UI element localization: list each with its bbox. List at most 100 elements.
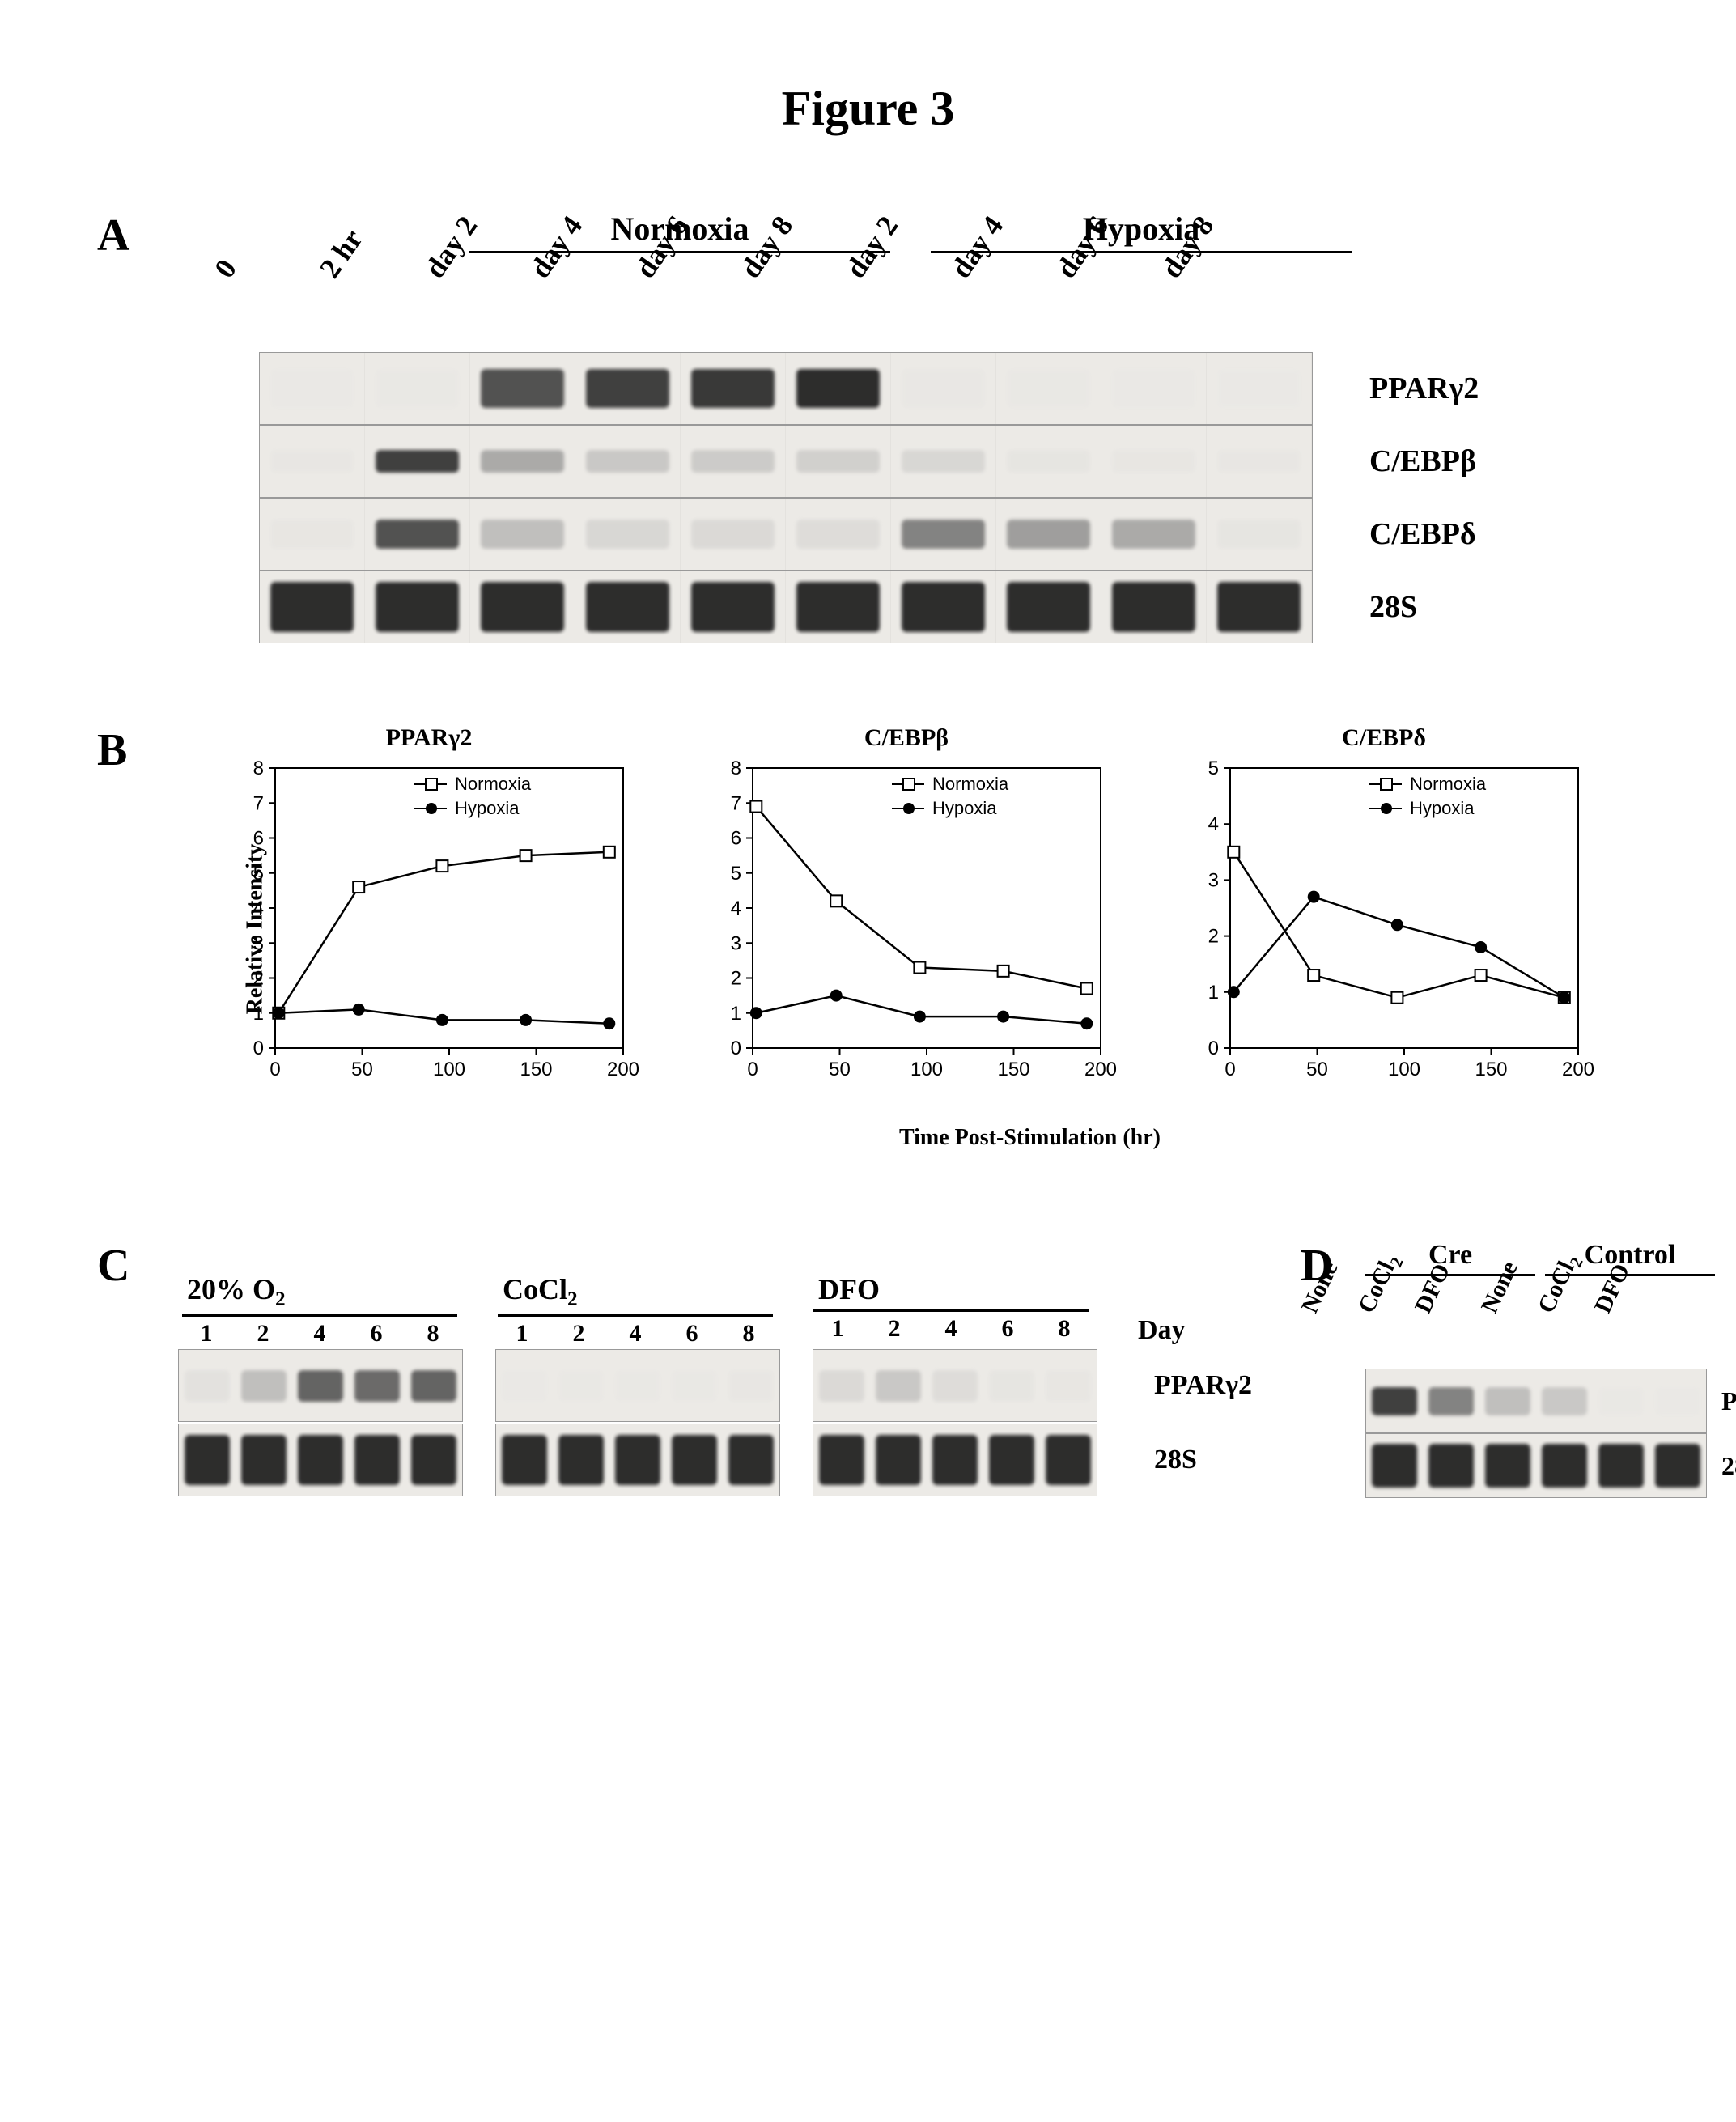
y-tick-label: 0	[253, 1038, 264, 1059]
marker-hypoxia	[1308, 891, 1319, 902]
blot-lane	[470, 571, 575, 643]
blot-lane	[1423, 1369, 1479, 1432]
x-tick-label: 0	[747, 1059, 758, 1080]
svg-text:Normoxia: Normoxia	[1410, 774, 1487, 794]
blot-lane	[1536, 1369, 1593, 1432]
panel-c-blot-strip	[813, 1349, 1097, 1422]
y-tick-label: 5	[731, 863, 741, 885]
panel-a-row-label: PPARγ2	[1369, 371, 1479, 406]
blot-lane	[405, 1350, 462, 1421]
panel-a-letter: A	[97, 210, 129, 261]
panel-c-day-label: 8	[405, 1320, 461, 1347]
blot-lane	[927, 1350, 983, 1421]
y-tick-label: 6	[731, 828, 741, 850]
blot-lane	[1649, 1369, 1706, 1432]
panel-b-ylabel: Relative Intensity	[242, 843, 268, 1014]
blot-lane	[236, 1350, 292, 1421]
panel-c-day-label: 6	[979, 1315, 1036, 1343]
panel-a-blot-strip	[259, 352, 1313, 425]
blot-lane	[1593, 1369, 1649, 1432]
blot-lane	[891, 426, 996, 497]
blot-lane	[365, 571, 470, 643]
blot-lane	[1366, 1369, 1423, 1432]
blot-lane	[575, 499, 681, 570]
blot-lane	[891, 571, 996, 643]
y-tick-label: 7	[731, 792, 741, 814]
blot-lane	[786, 426, 891, 497]
y-tick-label: 4	[1208, 813, 1219, 835]
panel-c-blot-strip	[178, 1424, 463, 1496]
blot-lane	[1101, 353, 1207, 424]
marker-hypoxia	[273, 1008, 284, 1019]
x-tick-label: 0	[1225, 1059, 1235, 1080]
panel-c-blot-strip	[178, 1349, 463, 1422]
blot-lane	[723, 1424, 779, 1496]
blot-lane	[575, 426, 681, 497]
blot-lane	[1593, 1434, 1649, 1497]
blot-lane	[983, 1350, 1040, 1421]
blot-lane	[927, 1424, 983, 1496]
panel-c-day-label: 6	[348, 1320, 405, 1347]
blot-lane	[470, 353, 575, 424]
blot-lane	[349, 1350, 405, 1421]
blot-lane	[609, 1350, 666, 1421]
blot-lane	[236, 1424, 292, 1496]
svg-text:Normoxia: Normoxia	[932, 774, 1009, 794]
blot-lane	[1207, 499, 1312, 570]
y-tick-label: 4	[731, 898, 741, 919]
panel-d-blot-strip	[1365, 1433, 1707, 1498]
blot-lane	[260, 499, 365, 570]
blot-lane	[1536, 1434, 1593, 1497]
x-tick-label: 200	[1562, 1059, 1594, 1080]
blot-lane	[786, 571, 891, 643]
blot-lane	[681, 426, 786, 497]
panel-c-day-label: 2	[235, 1320, 291, 1347]
panel-c-group-title: DFO	[813, 1272, 1089, 1312]
y-tick-label: 3	[731, 932, 741, 954]
blot-lane	[260, 353, 365, 424]
blot-lane	[681, 353, 786, 424]
marker-normoxia	[750, 801, 762, 813]
panel-d-row-label: 28S	[1721, 1451, 1736, 1481]
blot-lane	[1040, 1350, 1097, 1421]
x-tick-label: 50	[829, 1059, 851, 1080]
blot-lane	[1366, 1434, 1423, 1497]
blot-lane	[292, 1350, 349, 1421]
panel-d-blot-strip	[1365, 1369, 1707, 1433]
y-tick-label: 2	[1208, 926, 1219, 948]
blot-lane	[365, 499, 470, 570]
panel-c-day-label: 4	[291, 1320, 348, 1347]
blot-lane	[870, 1424, 927, 1496]
panel-a-row-label: C/EBPβ	[1369, 443, 1476, 479]
panel-b-xlabel: Time Post-Stimulation (hr)	[421, 1125, 1639, 1151]
blot-lane	[496, 1350, 553, 1421]
blot-lane	[553, 1350, 609, 1421]
blot-lane	[1479, 1434, 1536, 1497]
blot-lane	[365, 353, 470, 424]
marker-normoxia	[1475, 970, 1487, 981]
svg-text:Normoxia: Normoxia	[455, 774, 532, 794]
x-tick-label: 200	[607, 1059, 639, 1080]
x-tick-label: 150	[520, 1059, 552, 1080]
marker-normoxia	[436, 860, 448, 872]
x-tick-label: 50	[1306, 1059, 1328, 1080]
panel-c-row-label: 28S	[1154, 1445, 1197, 1475]
blot-lane	[666, 1350, 723, 1421]
y-tick-label: 0	[1208, 1038, 1219, 1059]
panel-c-day-label: 6	[664, 1320, 720, 1347]
x-tick-label: 100	[1388, 1059, 1420, 1080]
x-tick-label: 100	[433, 1059, 465, 1080]
blot-lane	[786, 499, 891, 570]
blot-lane	[575, 571, 681, 643]
blot-lane	[496, 1424, 553, 1496]
panel-c-day-label: 1	[809, 1315, 866, 1343]
panel-d: D CreControlNoneCoCl2DFONoneCoCl2DFO PPA…	[1301, 1240, 1736, 1498]
chart-title: C/EBPδ	[1342, 724, 1426, 752]
y-tick-label: 2	[731, 968, 741, 990]
blot-lane	[405, 1424, 462, 1496]
panel-b: B PPARγ2012345678050100150200NormoxiaHyp…	[97, 724, 1639, 1151]
y-tick-label: 0	[731, 1038, 741, 1059]
svg-text:Hypoxia: Hypoxia	[1410, 798, 1475, 818]
panel-a-blot-strip	[259, 498, 1313, 571]
blot-lane	[575, 353, 681, 424]
